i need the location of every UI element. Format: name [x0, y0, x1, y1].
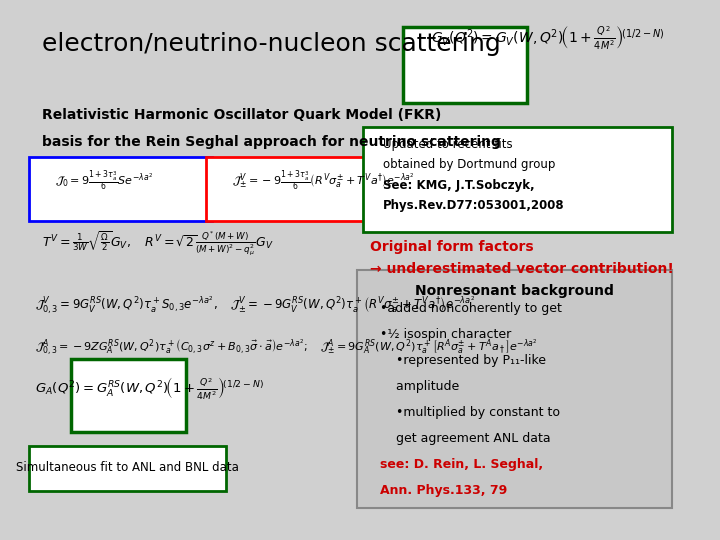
Text: •multiplied by constant to: •multiplied by constant to — [380, 406, 560, 419]
Text: see: D. Rein, L. Seghal,: see: D. Rein, L. Seghal, — [380, 458, 543, 471]
Text: Relativistic Harmonic Oscillator Quark Model (FKR): Relativistic Harmonic Oscillator Quark M… — [42, 108, 441, 122]
Text: obtained by Dortmund group: obtained by Dortmund group — [383, 158, 555, 171]
Text: Original form factors: Original form factors — [370, 240, 534, 254]
Text: See: KMG, J.T.Sobczyk,: See: KMG, J.T.Sobczyk, — [383, 179, 535, 192]
FancyBboxPatch shape — [29, 157, 212, 221]
Text: basis for the Rein Seghal approach for neutrino scattering: basis for the Rein Seghal approach for n… — [42, 135, 500, 149]
FancyBboxPatch shape — [402, 27, 528, 103]
Text: → underestimated vector contribution!: → underestimated vector contribution! — [370, 262, 674, 276]
FancyBboxPatch shape — [357, 270, 672, 508]
Text: Updated to recent fits: Updated to recent fits — [383, 138, 513, 151]
Text: •represented by P₁₁-like: •represented by P₁₁-like — [380, 354, 546, 367]
Text: $\mathcal{J}^A_{0,3} = -9ZG_A^{RS}(W,Q^2)\tau_a^+\left(C_{0,3}\sigma^z+B_{0,3}\v: $\mathcal{J}^A_{0,3} = -9ZG_A^{RS}(W,Q^2… — [35, 338, 538, 357]
Text: $G_A(Q^2) = G_A^{RS}(W,Q^2)\!\left(1+\frac{Q^2}{4M^2}\right)^{\!(1/2-N)}$: $G_A(Q^2) = G_A^{RS}(W,Q^2)\!\left(1+\fr… — [35, 375, 264, 401]
FancyBboxPatch shape — [206, 157, 455, 221]
Text: $G_V(Q^2) = G_V(W,Q^2)\!\left(1+\frac{Q^2}{4M^2}\right)^{\!(1/2-N)}$: $G_V(Q^2) = G_V(W,Q^2)\!\left(1+\frac{Q^… — [431, 24, 665, 52]
Text: $\mathcal{J}^V_{\pm}=-9\frac{1+3\tau_a^3}{6}\left(R^V\sigma_a^{\pm}+T^Va^{\dagge: $\mathcal{J}^V_{\pm}=-9\frac{1+3\tau_a^3… — [232, 169, 415, 192]
FancyBboxPatch shape — [71, 359, 186, 432]
Text: amplitude: amplitude — [380, 380, 459, 393]
Text: $\mathcal{J}_0 = 9\frac{1+3\tau_a^3}{6}Se^{-\lambda a^2}$: $\mathcal{J}_0 = 9\frac{1+3\tau_a^3}{6}S… — [55, 169, 153, 192]
Text: Nonresonant background: Nonresonant background — [415, 284, 613, 298]
FancyBboxPatch shape — [364, 127, 672, 232]
Text: $T^V = \frac{1}{3W}\sqrt{\frac{\Omega}{2}}G_V,\quad R^V = \sqrt{2}\frac{Q^*(M+W): $T^V = \frac{1}{3W}\sqrt{\frac{\Omega}{2… — [42, 230, 274, 258]
Text: Phys.Rev.D77:053001,2008: Phys.Rev.D77:053001,2008 — [383, 199, 564, 212]
FancyBboxPatch shape — [29, 446, 225, 491]
Text: get agreement ANL data: get agreement ANL data — [380, 432, 550, 445]
Text: Simultaneous fit to ANL and BNL data: Simultaneous fit to ANL and BNL data — [16, 461, 238, 474]
Text: •½ isospin character: •½ isospin character — [380, 328, 511, 341]
Text: •added noncoherently to get: •added noncoherently to get — [380, 302, 562, 315]
Text: electron/neutrino-nucleon scattering: electron/neutrino-nucleon scattering — [42, 32, 500, 56]
Text: Ann. Phys.133, 79: Ann. Phys.133, 79 — [380, 484, 507, 497]
Text: $\mathcal{J}^V_{0,3} = 9G_V^{RS}(W,Q^2)\tau_a^+S_{0,3}e^{-\lambda a^2},\quad \ma: $\mathcal{J}^V_{0,3} = 9G_V^{RS}(W,Q^2)\… — [35, 294, 476, 316]
